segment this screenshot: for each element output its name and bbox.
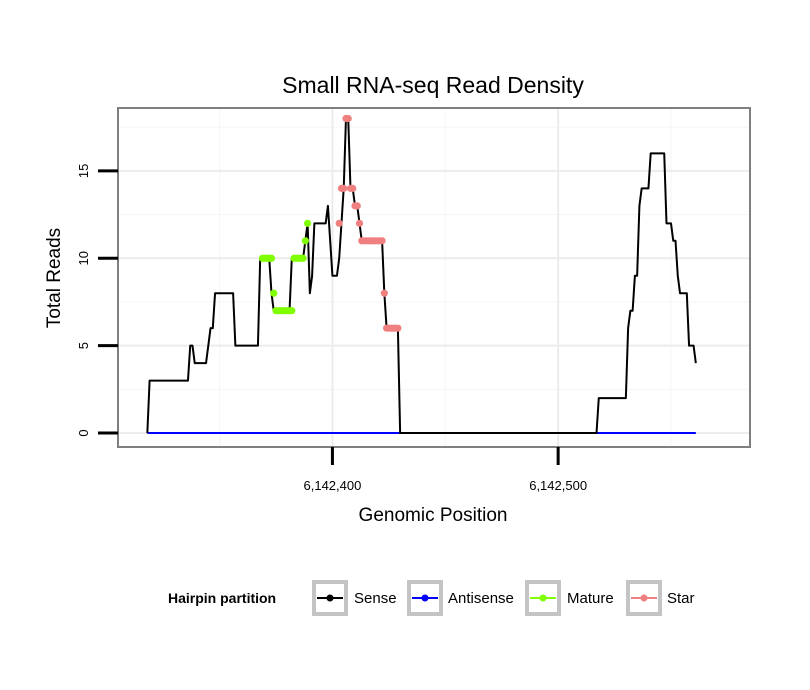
y-tick-label: 0: [76, 429, 91, 436]
plot-border: [117, 107, 751, 448]
plot-panel: [118, 108, 750, 447]
mature-point: [301, 237, 309, 245]
mature-point: [304, 219, 312, 227]
series-mature-points: [258, 219, 312, 315]
chart-title: Small RNA-seq Read Density: [282, 72, 584, 98]
x-tick-label: 6,142,400: [304, 478, 362, 493]
legend-item-antisense: Antisense: [407, 580, 514, 616]
star-point: [355, 219, 364, 227]
mature-point: [299, 254, 307, 262]
y-tick-label: 10: [76, 251, 91, 265]
x-axis-title: Genomic Position: [359, 505, 508, 526]
star-point: [335, 219, 343, 227]
y-tick-label: 5: [76, 342, 91, 349]
star-point: [380, 289, 388, 297]
legend-label: Star: [667, 590, 695, 607]
star-point: [353, 202, 361, 210]
star-point: [340, 184, 348, 192]
legend-item-star: Star: [626, 580, 695, 616]
y-axis-title: Total Reads: [44, 228, 65, 328]
star-point: [394, 324, 402, 332]
star-point: [344, 114, 352, 123]
legend-label: Sense: [354, 590, 397, 607]
legend-label: Mature: [567, 590, 614, 607]
x-tick-label: 6,142,500: [529, 478, 587, 493]
legend: Hairpin partition Sense Antisense Mature St…: [168, 580, 695, 616]
star-point: [378, 237, 386, 245]
legend-label: Antisense: [448, 590, 514, 607]
series-star-points: [335, 114, 402, 332]
x-axis: 6,142,400 6,142,500: [304, 447, 587, 493]
legend-point: [539, 594, 547, 602]
mature-point: [267, 254, 276, 262]
y-tick-label: 15: [76, 164, 91, 178]
legend-point: [640, 594, 648, 602]
y-axis: 0 5 10 15: [76, 164, 118, 437]
series-layer: [146, 114, 697, 435]
mature-point: [270, 289, 278, 297]
legend-point: [421, 594, 429, 602]
legend-point: [326, 594, 334, 602]
star-point: [349, 184, 357, 192]
legend-item-sense: Sense: [312, 580, 397, 616]
legend-title: Hairpin partition: [168, 590, 276, 606]
mature-point: [288, 307, 296, 315]
legend-item-mature: Mature: [525, 580, 614, 616]
